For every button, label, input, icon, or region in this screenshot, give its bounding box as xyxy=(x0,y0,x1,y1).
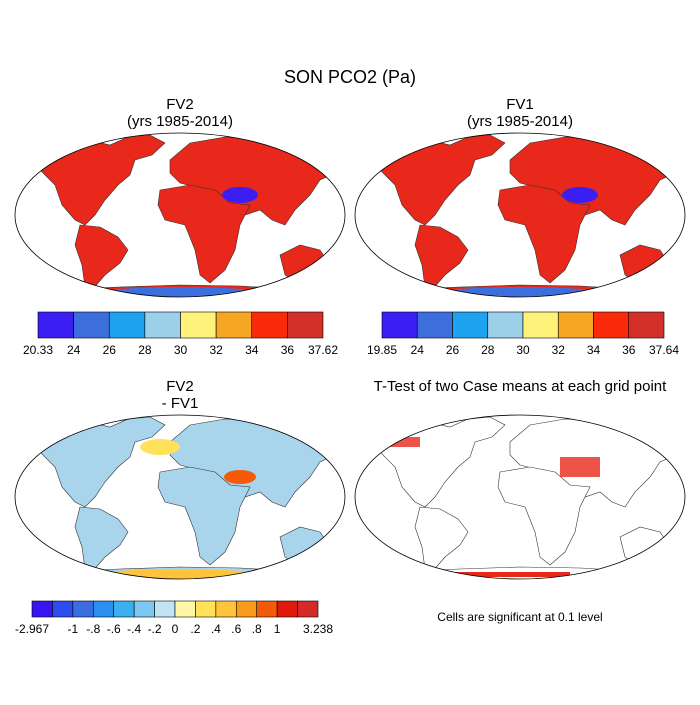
panel-title: FV1 xyxy=(506,96,534,113)
colorbar-box xyxy=(487,311,524,339)
panel-title: T-Test of two Case means at each grid po… xyxy=(374,378,667,395)
colorbar-label: .4 xyxy=(211,622,221,636)
colorbar-box xyxy=(215,311,253,339)
colorbar-box xyxy=(215,600,237,618)
colorbar-label: 24 xyxy=(67,343,81,357)
colorbar-label: 28 xyxy=(481,343,495,357)
colorbar-label: 28 xyxy=(138,343,152,357)
colorbar-box xyxy=(416,311,453,339)
colorbar-label: -.6 xyxy=(107,622,121,636)
colorbar-label: 32 xyxy=(209,343,223,357)
colorbar-box xyxy=(276,600,298,618)
colorbar-box xyxy=(452,311,489,339)
colorbar-box xyxy=(133,600,155,618)
colorbar-box xyxy=(52,600,74,618)
colorbar-label: 36 xyxy=(622,343,636,357)
colorbar-box xyxy=(287,311,324,339)
colorbar-label: 20.33 xyxy=(23,343,53,357)
map-ttest xyxy=(354,414,686,580)
colorbar-label: 34 xyxy=(245,343,259,357)
colorbar-box xyxy=(31,600,53,618)
colorbar-box xyxy=(73,311,110,339)
colorbar-label: .2 xyxy=(190,622,200,636)
colorbar-label: -.8 xyxy=(86,622,100,636)
footnote: Cells are significant at 0.1 level xyxy=(437,610,602,624)
colorbar-label: -.2 xyxy=(148,622,162,636)
colorbar-box xyxy=(593,311,630,339)
colorbar-label: 32 xyxy=(552,343,566,357)
colorbar-box xyxy=(557,311,594,339)
colorbar-label: 1 xyxy=(274,622,281,636)
figure-title: SON PCO2 (Pa) xyxy=(284,67,416,87)
panel-title: - FV1 xyxy=(162,395,199,412)
map-fv1 xyxy=(354,132,686,298)
colorbar-label: 26 xyxy=(446,343,460,357)
colorbar-box xyxy=(72,600,94,618)
colorbar-label: 26 xyxy=(103,343,117,357)
colorbar-box xyxy=(381,311,418,339)
colorbar-box xyxy=(256,600,278,618)
panel-title: (yrs 1985-2014) xyxy=(127,113,233,130)
colorbar-box xyxy=(522,311,559,339)
map-diff xyxy=(14,414,346,580)
panel-title: (yrs 1985-2014) xyxy=(467,113,573,130)
colorbar-box xyxy=(235,600,258,618)
colorbar-label: 30 xyxy=(174,343,188,357)
colorbar-label: 24 xyxy=(411,343,425,357)
colorbar-label: 3.238 xyxy=(303,622,333,636)
colorbar-label: 37.62 xyxy=(308,343,338,357)
colorbar-label: 36 xyxy=(281,343,295,357)
colorbar-label: 19.85 xyxy=(367,343,397,357)
colorbar-box xyxy=(297,600,319,618)
colorbar-label: 34 xyxy=(587,343,601,357)
colorbar-label: -2.967 xyxy=(15,622,49,636)
colorbar-box xyxy=(92,600,115,618)
colorbar-box xyxy=(174,600,196,618)
colorbar-box xyxy=(195,600,217,618)
colorbar-label: -.4 xyxy=(127,622,141,636)
colorbar-box xyxy=(37,311,74,339)
panel-title: FV2 xyxy=(166,96,194,113)
colorbar-label: 0 xyxy=(172,622,179,636)
colorbar-box xyxy=(144,311,181,339)
colorbar-box xyxy=(180,311,217,339)
map-fv2 xyxy=(14,132,346,298)
colorbar-label: .8 xyxy=(252,622,262,636)
panel-title: FV2 xyxy=(166,378,194,395)
colorbar-label: -1 xyxy=(68,622,79,636)
colorbar-label: .6 xyxy=(231,622,241,636)
colorbar-box xyxy=(108,311,146,339)
colorbar-box xyxy=(113,600,135,618)
colorbar-label: 30 xyxy=(516,343,530,357)
colorbar-box xyxy=(628,311,665,339)
colorbar-box xyxy=(251,311,288,339)
colorbar-label: 37.64 xyxy=(649,343,679,357)
colorbar-box xyxy=(154,600,176,618)
